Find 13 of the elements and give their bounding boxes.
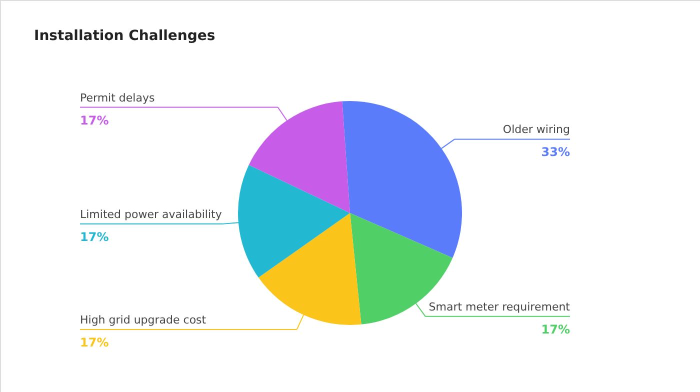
slice-label: Older wiring bbox=[502, 123, 570, 136]
slice-label: High grid upgrade cost bbox=[80, 313, 207, 326]
slice-label: Limited power availability bbox=[80, 208, 222, 221]
chart-title: Installation Challenges bbox=[34, 28, 216, 44]
pie-slice bbox=[248, 101, 350, 213]
pie-slice bbox=[342, 101, 462, 258]
data-label: 17% bbox=[80, 113, 109, 128]
data-label: 17% bbox=[541, 322, 570, 336]
data-label: 17% bbox=[80, 230, 109, 244]
slice-label: Permit delays bbox=[80, 91, 155, 104]
data-label: 17% bbox=[80, 335, 109, 350]
legend-label: Smart meter requirement bbox=[428, 300, 571, 314]
data-label: 33% bbox=[541, 145, 570, 160]
